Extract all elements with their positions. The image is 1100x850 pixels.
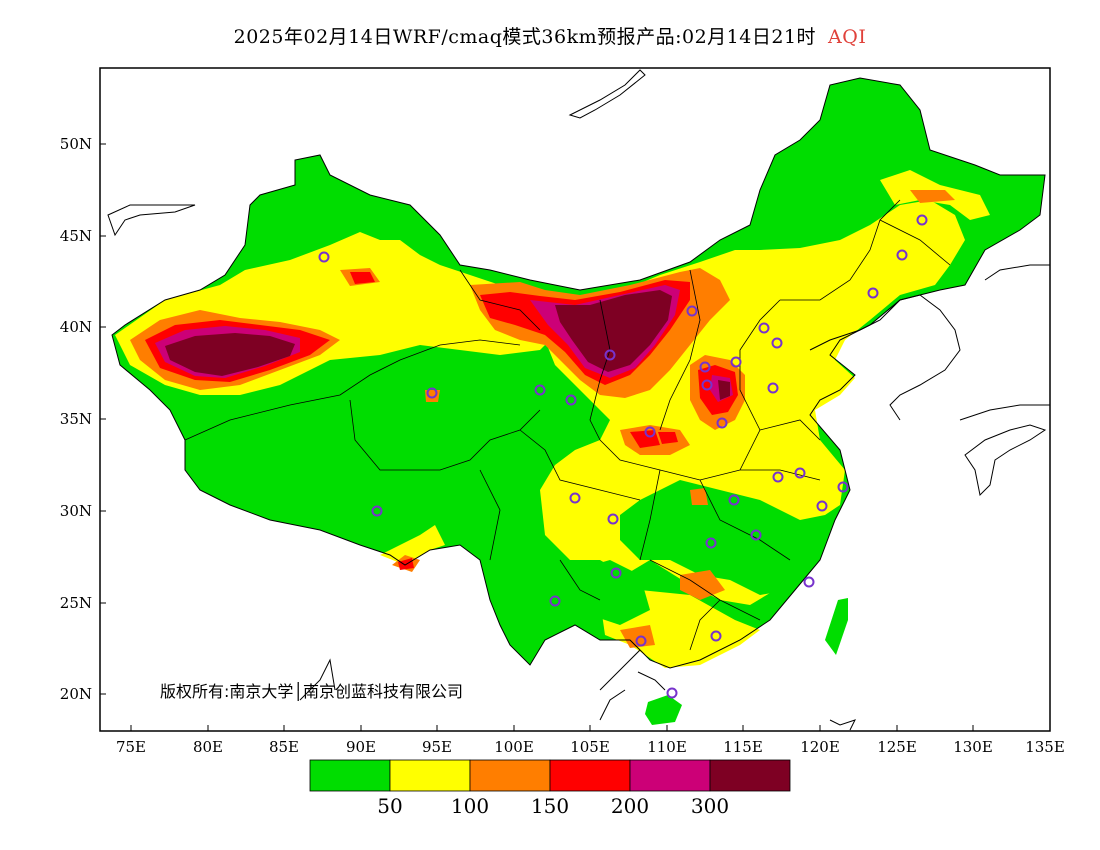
legend-swatch-good xyxy=(309,759,391,792)
station-marker xyxy=(710,630,722,642)
copyright-text: 版权所有:南京大学│南京创蓝科技有限公司 xyxy=(160,681,463,701)
lon-tick-label: 135E xyxy=(1025,738,1065,756)
station-marker xyxy=(771,337,783,349)
station-marker xyxy=(772,471,784,483)
legend-swatch-moderate xyxy=(389,759,471,792)
station-marker xyxy=(767,382,779,394)
lon-tick-label: 110E xyxy=(647,738,687,756)
station-marker xyxy=(565,394,577,406)
station-marker xyxy=(549,595,561,607)
legend-swatch-unhealthy-sensitive xyxy=(469,759,551,792)
legend-swatch-unhealthy xyxy=(549,759,631,792)
station-marker xyxy=(803,576,815,588)
lon-tick-label: 125E xyxy=(877,738,917,756)
station-marker xyxy=(867,287,879,299)
station-marker xyxy=(750,529,762,541)
lon-tick-label: 130E xyxy=(953,738,993,756)
lon-tick-label: 105E xyxy=(570,738,610,756)
station-marker xyxy=(644,426,656,438)
aqi-level-good-pockets xyxy=(575,480,820,625)
legend-label: 100 xyxy=(451,794,489,818)
lon-tick-label: 80E xyxy=(193,738,223,756)
lon-tick-label: 85E xyxy=(269,738,299,756)
aqi-legend: 50 100 150 200 300 xyxy=(309,759,791,818)
legend-swatch-hazardous xyxy=(709,759,791,792)
station-marker xyxy=(916,214,928,226)
lat-tick-label: 30N xyxy=(60,502,92,520)
station-marker xyxy=(371,505,383,517)
title-main: 2025年02月14日WRF/cmaq模式36km预报产品:02月14日21时 xyxy=(233,26,817,48)
legend-label: 300 xyxy=(691,794,729,818)
lon-tick-label: 75E xyxy=(116,738,146,756)
lon-tick-label: 120E xyxy=(800,738,840,756)
lat-tick-label: 20N xyxy=(60,685,92,703)
legend-label: 200 xyxy=(611,794,649,818)
lat-tick-label: 40N xyxy=(60,318,92,336)
station-marker xyxy=(607,513,619,525)
station-marker xyxy=(701,379,713,391)
map-frame xyxy=(99,67,1051,732)
station-marker xyxy=(816,500,828,512)
lat-tick-label: 25N xyxy=(60,594,92,612)
legend-swatch-very-unhealthy xyxy=(629,759,711,792)
station-marker xyxy=(758,322,770,334)
station-marker xyxy=(686,305,698,317)
lon-tick-label: 115E xyxy=(723,738,763,756)
station-marker xyxy=(794,467,806,479)
station-marker xyxy=(705,537,717,549)
title-variable: AQI xyxy=(828,26,867,48)
lon-axis: 75E 80E 85E 90E 95E 100E 105E 110E 115E … xyxy=(116,725,1065,756)
station-marker xyxy=(635,635,647,647)
aqi-level-hazardous xyxy=(165,290,730,400)
station-marker xyxy=(699,361,711,373)
national-border xyxy=(111,77,1046,669)
lat-tick-label: 45N xyxy=(60,227,92,245)
map-title: 2025年02月14日WRF/cmaq模式36km预报产品:02月14日21时 A… xyxy=(0,22,1100,49)
taiwan-island xyxy=(825,598,848,655)
station-marker xyxy=(896,249,908,261)
map-plot-area: 版权所有:南京大学│南京创蓝科技有限公司 xyxy=(100,68,1050,731)
station-marker xyxy=(318,251,330,263)
station-marker xyxy=(604,349,616,361)
lat-axis: 50N 45N 40N 35N 30N 25N 20N xyxy=(60,135,106,703)
lon-tick-label: 90E xyxy=(346,738,376,756)
province-boundaries xyxy=(184,199,951,651)
neighbor-coastlines xyxy=(107,69,1050,731)
station-marker xyxy=(534,384,546,396)
hainan-island xyxy=(645,695,682,725)
station-marker xyxy=(610,567,622,579)
lon-tick-label: 100E xyxy=(494,738,534,756)
station-marker xyxy=(730,356,742,368)
station-marker xyxy=(728,494,740,506)
station-marker xyxy=(837,481,849,493)
station-markers xyxy=(318,214,928,699)
lon-tick-label: 95E xyxy=(422,738,452,756)
station-marker xyxy=(569,492,581,504)
station-marker xyxy=(666,687,678,699)
station-marker xyxy=(426,387,438,399)
lat-tick-label: 35N xyxy=(60,410,92,428)
station-marker xyxy=(716,417,728,429)
lat-tick-label: 50N xyxy=(60,135,92,153)
legend-label: 50 xyxy=(377,794,402,818)
legend-label: 150 xyxy=(531,794,569,818)
